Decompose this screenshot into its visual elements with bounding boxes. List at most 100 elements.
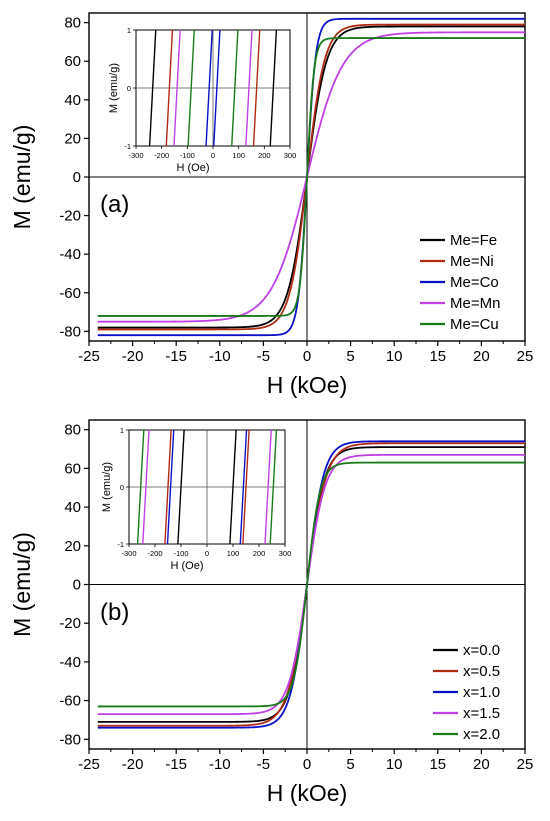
y-tick-label: -20 xyxy=(59,615,81,632)
panel-b-x-ticks: -25 -20 -15 -10 -5 0 5 10 15 20 25 xyxy=(78,749,533,773)
curve-me-mn xyxy=(97,31,525,323)
x-tick-label: 25 xyxy=(517,348,534,365)
inset-x-tick-label: 100 xyxy=(232,151,245,160)
panel-b-legend: x=0.0 x=0.5 x=1.0 x=1.5 x=2.0 xyxy=(433,642,500,743)
panel-b-inset: -300 -200 -100 0 100 200 300 -1 0 1 H (Oe) M (emu/g… xyxy=(101,426,291,572)
inset-branch xyxy=(166,429,175,545)
inset-branch xyxy=(245,29,253,147)
inset-branch xyxy=(165,29,174,147)
legend-label: Me=Cu xyxy=(450,316,499,333)
inset-branch xyxy=(142,429,150,545)
inset-y-tick-label: 0 xyxy=(120,483,124,492)
x-tick-label: -20 xyxy=(122,348,144,365)
x-tick-label: 25 xyxy=(517,756,534,773)
inset-branch xyxy=(164,429,172,545)
x-tick-label: 10 xyxy=(386,756,403,773)
panel-b-y-ticks: -80 -60 -40 -20 0 20 40 60 80 xyxy=(59,422,89,748)
legend-label: x=1.0 xyxy=(463,684,500,701)
panel-b: -25 -20 -15 -10 -5 0 5 10 15 20 25 -80-60-40-20020… xyxy=(9,419,533,806)
inset-x-tick-label: 300 xyxy=(279,549,292,558)
inset-x-tick-label: 300 xyxy=(284,151,297,160)
legend-label: x=1.5 xyxy=(463,705,500,722)
panel-a-x-ticks: -25 -20 -15 -10 -5 0 5 10 15 20 25 xyxy=(78,341,533,365)
y-tick-label: -60 xyxy=(59,285,81,302)
legend-label: x=2.0 xyxy=(463,726,500,743)
inset-y-axis-label: M (emu/g) xyxy=(108,63,120,113)
inset-x-tick-label: 0 xyxy=(205,549,209,558)
inset-y-tick-label: 1 xyxy=(127,26,131,35)
inset-branch xyxy=(264,429,272,545)
legend-label: x=0.0 xyxy=(463,642,500,659)
y-tick-label: 40 xyxy=(64,499,81,516)
y-tick-label: -80 xyxy=(59,731,81,748)
y-tick-label: -20 xyxy=(59,208,81,225)
x-tick-label: -5 xyxy=(257,756,270,773)
inset-x-tick-label: -200 xyxy=(147,549,162,558)
legend-label: Me=Ni xyxy=(450,253,494,270)
x-tick-label: 5 xyxy=(346,756,354,773)
inset-branch xyxy=(187,29,195,147)
panel-a-inset: -300 -200 -100 0 100 200 300 -1 0 1 H (Oe) M (emu/g… xyxy=(108,26,296,174)
y-tick-label: 20 xyxy=(64,130,81,147)
inset-branch xyxy=(252,29,261,147)
inset-y-tick-label: 1 xyxy=(120,426,124,435)
inset-x-tick-label: -300 xyxy=(121,549,136,558)
x-tick-label: -5 xyxy=(257,348,270,365)
inset-branch xyxy=(177,429,185,545)
y-tick-label: 60 xyxy=(64,53,81,70)
inset-branch xyxy=(213,29,221,147)
x-tick-label: 15 xyxy=(429,348,446,365)
inset-x-axis-label: H (Oe) xyxy=(171,560,204,572)
panel-a-x-axis-label: H (kOe) xyxy=(267,372,348,398)
inset-branch xyxy=(239,429,248,545)
inset-x-tick-label: 0 xyxy=(211,151,215,160)
y-tick-label: 0 xyxy=(73,169,81,186)
inset-x-tick-label: -300 xyxy=(128,151,143,160)
legend-label: Me=Co xyxy=(450,274,499,291)
inset-branch xyxy=(136,429,145,545)
curve-me-ni xyxy=(97,23,525,331)
x-tick-label: 0 xyxy=(303,348,311,365)
y-tick-label: 80 xyxy=(64,422,81,439)
inset-x-tick-label: 100 xyxy=(227,549,240,558)
x-tick-label: 5 xyxy=(346,348,354,365)
inset-branch xyxy=(231,29,239,147)
legend-label: Me=Mn xyxy=(450,295,500,312)
inset-x-tick-label: -100 xyxy=(173,549,188,558)
legend-label: x=0.5 xyxy=(463,663,500,680)
x-tick-label: 20 xyxy=(473,756,490,773)
inset-branch xyxy=(148,29,157,147)
panel-b-y-axis-label: M (emu/g) xyxy=(9,532,35,637)
inset-x-tick-label: 200 xyxy=(253,549,266,558)
x-tick-label: 0 xyxy=(303,756,311,773)
inset-x-axis-label: H (Oe) xyxy=(177,162,210,174)
panel-a-legend: Me=Fe Me=Ni Me=Co Me=Mn Me=Cu xyxy=(420,232,500,333)
x-tick-label: -15 xyxy=(165,348,187,365)
inset-y-tick-label: 0 xyxy=(127,84,131,93)
inset-x-tick-label: -100 xyxy=(180,151,195,160)
inset-branch xyxy=(205,29,213,147)
y-tick-label: -60 xyxy=(59,693,81,710)
inset-branch xyxy=(269,29,278,147)
inset-x-tick-label: 200 xyxy=(258,151,271,160)
inset-branch xyxy=(269,429,278,545)
curve-x-1-5 xyxy=(97,453,525,716)
inset-x-tick-label: -200 xyxy=(154,151,169,160)
x-tick-label: -15 xyxy=(165,756,187,773)
panel-a: -25 -20 -15 -10 -5 0 5 10 15 20 25 -80-60-40-20020… xyxy=(9,12,533,398)
panel-a-label: (a) xyxy=(100,191,129,218)
panel-a-y-ticks: -80 -60 -40 -20 0 20 40 60 80 xyxy=(59,15,89,340)
x-tick-label: -25 xyxy=(78,756,100,773)
panel-b-label: (b) xyxy=(100,599,129,626)
y-tick-label: -40 xyxy=(59,246,81,263)
x-tick-label: 20 xyxy=(473,348,490,365)
y-tick-label: 20 xyxy=(64,538,81,555)
inset-y-tick-label: -1 xyxy=(117,540,124,549)
panel-b-x-axis-label: H (kOe) xyxy=(267,780,348,806)
x-tick-label: 10 xyxy=(386,348,403,365)
x-tick-label: -10 xyxy=(209,348,231,365)
x-tick-label: -10 xyxy=(209,756,231,773)
y-tick-label: -80 xyxy=(59,323,81,340)
y-tick-label: -40 xyxy=(59,654,81,671)
y-tick-label: 80 xyxy=(64,15,81,32)
